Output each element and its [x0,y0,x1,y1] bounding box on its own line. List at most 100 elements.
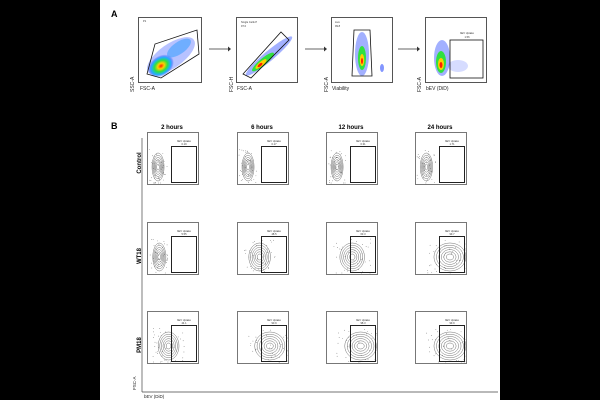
event-dot [447,337,449,339]
gate-label: bEV Uptake [267,140,281,143]
event-dot [424,170,425,171]
event-dot [443,346,444,347]
event-dot [458,360,459,361]
event-dot [153,245,155,247]
event-dot [241,149,243,151]
gate-label: bEV Uptake [445,319,459,322]
event-dot [422,163,423,165]
event-dot [151,162,152,164]
contour-plot-pm18-6hours: bEV Uptake 90.9 [237,311,289,364]
event-dot [154,182,156,184]
event-dot [445,268,446,269]
event-dot [248,175,249,176]
event-dot [167,257,168,259]
event-dot [252,254,254,256]
event-dot [255,349,256,351]
event-dot [336,355,338,357]
event-dot [337,247,338,248]
event-dot [458,241,460,243]
event-dot [248,182,249,183]
contour-line [263,340,276,352]
event-dot [444,245,446,246]
event-dot [436,271,437,272]
event-dot [429,173,430,174]
event-dot [339,151,341,153]
contour-line [256,253,263,261]
event-dot [429,346,430,348]
contour-line [157,253,162,261]
figure-canvas: A P1 FSC-A SSC-A [100,0,500,400]
time-label-6h: 6 hours [251,125,273,131]
event-dot [329,181,330,183]
contour-line [245,161,251,173]
gate-p1 [146,29,200,79]
event-dot [264,271,265,272]
event-dot [241,162,242,164]
event-dot [273,239,274,241]
event-dot [165,359,167,361]
event-dot [267,267,269,268]
event-dot [158,177,159,179]
event-dot [328,163,330,165]
event-dot [161,351,163,352]
contour-cloud [152,328,185,363]
event-dot [430,170,432,172]
axis-corner [141,138,498,393]
gate-label: bEV Uptake [445,140,459,143]
event-dot [367,331,368,332]
contour-line [157,331,180,361]
event-dot [356,241,357,243]
event-dot [431,272,433,274]
event-dot [279,357,280,358]
event-dot [150,180,152,181]
event-dot [160,169,162,171]
event-dot [459,259,460,261]
event-dot [155,175,156,176]
event-dot [459,260,461,262]
event-dot [444,267,445,268]
gate-bev-uptake [439,236,465,273]
event-dot [446,333,447,334]
event-dot [433,355,435,357]
contour-line [423,161,429,173]
gate-value: 99.8 [335,25,341,28]
event-dot [248,335,250,337]
event-dot [252,270,254,272]
event-dot [434,182,435,183]
density-plot-viability [351,29,384,77]
event-dot [167,361,169,363]
event-dot [249,256,251,258]
contour-line [344,331,377,361]
event-dot [245,160,247,161]
contour-line [241,152,255,182]
gate-label: bEV Uptake [356,140,370,143]
event-dot [457,351,459,353]
event-dot [444,254,445,256]
event-dot [341,246,343,248]
event-dot [426,156,428,158]
contour-line [438,247,462,267]
event-dot [456,263,457,265]
event-dot [334,161,335,162]
event-dot [250,265,252,267]
event-dot [255,348,257,350]
contour-line [356,342,365,350]
event-dot [266,335,267,337]
event-dot [148,149,150,151]
gate-value: 1.71 [449,143,455,146]
gate-label: Live [335,21,340,24]
event-dot [427,179,429,181]
event-dot [246,266,248,268]
event-dot [262,262,264,263]
event-dot [162,173,164,175]
event-dot [259,348,261,350]
event-dot [341,171,342,173]
event-dot [149,179,150,181]
event-dot [183,346,185,347]
event-dot [352,335,354,336]
event-dot [348,251,349,253]
event-dot [164,272,166,274]
gate-label: bEV Uptake [356,319,370,322]
event-dot [247,159,249,160]
event-dot [250,342,252,344]
